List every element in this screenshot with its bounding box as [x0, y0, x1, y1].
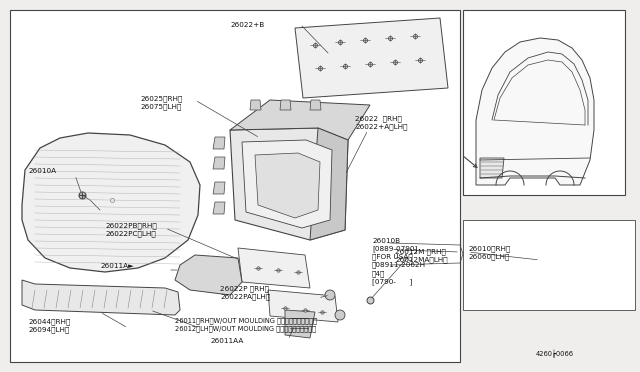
Bar [463, 220, 635, 310]
Polygon shape [213, 137, 225, 149]
Polygon shape [295, 18, 448, 98]
Text: 26044〈RH〉
26094〈LH〉: 26044〈RH〉 26094〈LH〉 [28, 318, 70, 333]
Polygon shape [285, 310, 315, 338]
Text: 26011AA: 26011AA [210, 338, 243, 344]
Text: 26022P 〈RH〉
26022PA〈LH〉: 26022P 〈RH〉 26022PA〈LH〉 [220, 285, 270, 300]
Text: 4260┢0066: 4260┢0066 [536, 350, 574, 358]
Text: 26025〈RH〉
26075〈LH〉: 26025〈RH〉 26075〈LH〉 [140, 95, 182, 110]
Text: 26010B
[0889-0790]
〈FOR USA〉
ⓝ08911-2062H
　4，
[0790-      ]: 26010B [0889-0790] 〈FOR USA〉 ⓝ08911-2062… [372, 238, 426, 285]
Text: 26022  〈RH〉
26022+A〈LH〉: 26022 〈RH〉 26022+A〈LH〉 [355, 115, 408, 130]
Polygon shape [310, 100, 321, 110]
Text: 26012M 〈RH〉
26012MA〈LH〉: 26012M 〈RH〉 26012MA〈LH〉 [395, 248, 447, 263]
Circle shape [335, 310, 345, 320]
Text: 26011A►: 26011A► [100, 263, 134, 269]
Circle shape [325, 290, 335, 300]
Text: 26010〈RH〉
26060〈LH〉: 26010〈RH〉 26060〈LH〉 [468, 245, 510, 260]
Bar [463, 10, 625, 195]
Polygon shape [230, 128, 348, 240]
Polygon shape [22, 280, 180, 315]
Polygon shape [22, 133, 200, 272]
Polygon shape [476, 38, 594, 185]
Polygon shape [280, 100, 291, 110]
Text: 26010A: 26010A [28, 168, 56, 174]
Polygon shape [310, 128, 348, 240]
Polygon shape [255, 153, 320, 218]
Polygon shape [230, 100, 370, 140]
Polygon shape [238, 248, 310, 288]
Polygon shape [480, 158, 504, 178]
Polygon shape [213, 202, 225, 214]
Polygon shape [175, 255, 242, 295]
Text: 26022+B: 26022+B [230, 22, 264, 28]
Polygon shape [242, 140, 332, 228]
Polygon shape [213, 157, 225, 169]
Polygon shape [268, 290, 338, 322]
Text: 26011〈RH〉W/OUT MOULDING （モールディング無）
26012〈LH〉W/OUT MOULDING （モールディング無）: 26011〈RH〉W/OUT MOULDING （モールディング無） 26012… [175, 317, 317, 332]
Text: 26022PB〈RH〉
26022PC〈LH〉: 26022PB〈RH〉 26022PC〈LH〉 [105, 222, 157, 237]
Polygon shape [213, 182, 225, 194]
Bar [10, 10, 460, 362]
Polygon shape [250, 100, 261, 110]
